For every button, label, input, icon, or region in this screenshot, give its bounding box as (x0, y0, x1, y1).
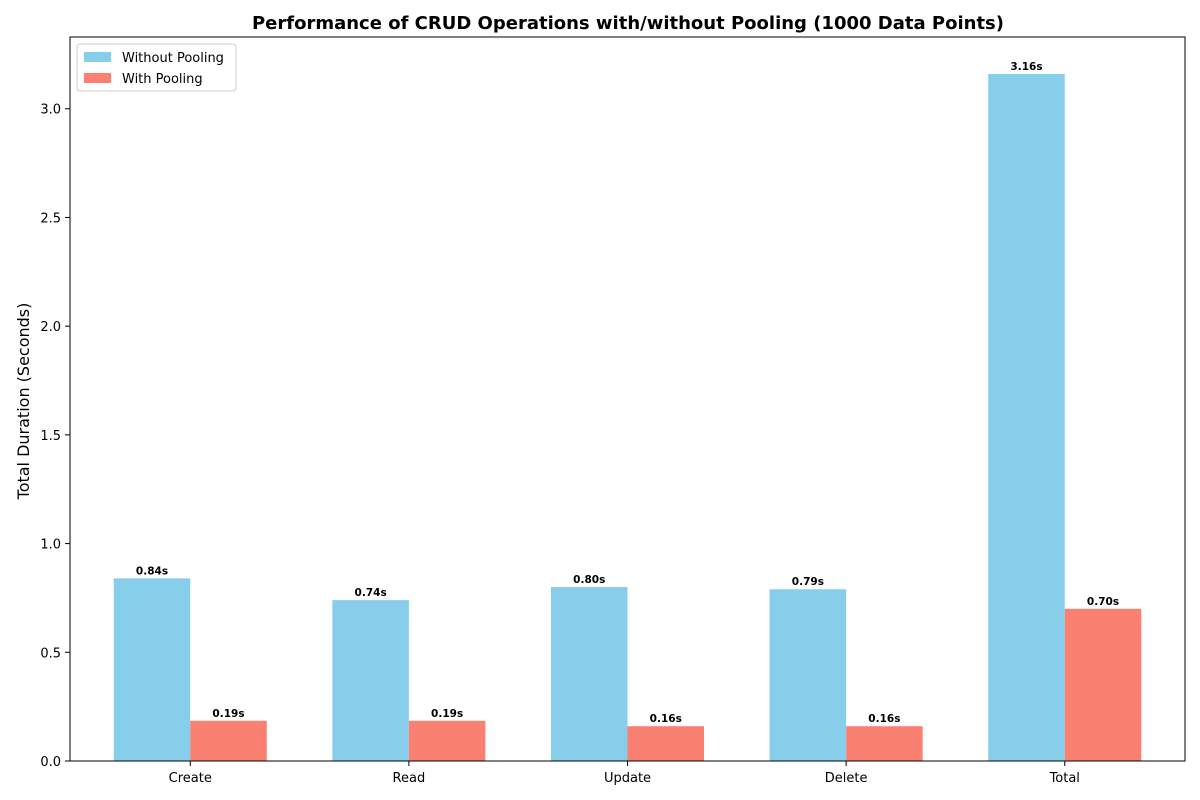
legend-swatch (84, 73, 111, 83)
x-tick-label: Read (393, 771, 426, 786)
bar-without-pooling-create (113, 578, 191, 761)
y-tick-label: 3.0 (40, 103, 61, 118)
legend-swatch (84, 52, 111, 62)
data-label: 0.74s (355, 587, 387, 599)
y-tick-label: 0.0 (40, 755, 61, 770)
data-label: 0.16s (868, 713, 900, 725)
chart-title: Performance of CRUD Operations with/with… (252, 13, 1004, 34)
bar-without-pooling-delete (769, 589, 847, 761)
x-tick-label: Create (169, 771, 212, 786)
data-label: 0.84s (136, 565, 168, 577)
bar-with-pooling-read (408, 720, 486, 761)
data-label: 0.70s (1087, 596, 1119, 608)
legend-box (76, 43, 237, 92)
bar-with-pooling-total (1064, 608, 1142, 761)
y-tick-label: 2.5 (40, 211, 61, 226)
data-label: 0.19s (212, 708, 244, 720)
data-label: 0.79s (792, 576, 824, 588)
data-labels-layer: 0.84s 0.74s 0.80s 0.79s 3.16s 0.19s 0.19s 0.16s… (136, 61, 1119, 725)
y-tick-label: 1.0 (40, 538, 61, 553)
legend-label: Without Pooling (122, 51, 224, 66)
data-label: 3.16s (1010, 61, 1042, 73)
bar-without-pooling-read (332, 600, 409, 761)
data-label: 0.19s (431, 708, 463, 720)
x-tick-label: Total (1049, 771, 1080, 786)
data-label: 0.80s (573, 574, 605, 586)
y-tick-label: 1.5 (40, 429, 61, 444)
plot-frame (69, 36, 1186, 762)
bar-without-pooling-update (550, 587, 628, 761)
ticks-layer: Create Read Update Delete Total 0.0 0.5 1.0 1.5 2… (40, 103, 1080, 786)
x-tick-label: Delete (825, 771, 868, 786)
y-tick-label: 0.5 (40, 646, 61, 661)
legend: Without Pooling With Pooling (76, 43, 237, 92)
data-label: 0.16s (650, 713, 682, 725)
y-axis-label: Total Duration (Seconds) (14, 303, 33, 501)
bar-with-pooling-create (190, 720, 267, 761)
bars-layer (113, 73, 1142, 762)
bar-with-pooling-update (627, 726, 705, 761)
y-tick-label: 2.0 (40, 320, 61, 335)
bar-with-pooling-delete (846, 726, 923, 761)
bar-without-pooling-total (988, 73, 1065, 762)
legend-label: With Pooling (122, 72, 203, 87)
x-tick-label: Update (604, 771, 651, 786)
